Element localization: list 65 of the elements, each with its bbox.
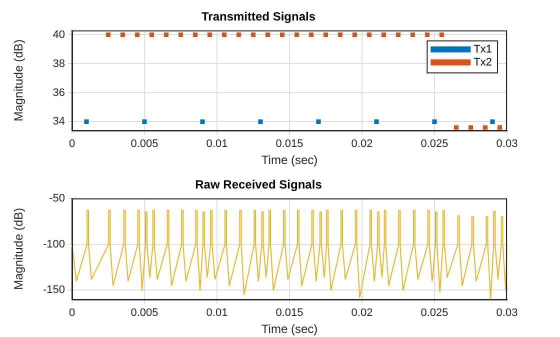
point [323,32,328,38]
y-axis-title: Magnitude (dB) [12,208,26,290]
x-tick-label: 0.005 [130,138,158,150]
point [308,32,314,38]
point [258,119,263,124]
x-tick-label: 0.02 [351,307,373,320]
point [410,32,416,38]
y-tick-label: -150 [42,284,65,296]
point [381,32,386,38]
point [178,32,184,38]
y-tick-label: 38 [52,58,65,70]
y-tick-label: 36 [52,86,65,99]
y-tick-label: 40 [52,28,65,41]
point [497,125,502,130]
y-tick-label: -50 [49,192,65,204]
point [468,125,474,130]
point [120,32,126,38]
point [432,119,437,124]
legend-label: Tx1 [474,43,492,56]
point [236,32,242,38]
point [222,32,227,38]
x-axis-title: Time (sec) [261,153,318,168]
point [142,119,147,124]
point [294,32,300,38]
point [106,32,111,38]
point [374,119,379,124]
chart-title: Raw Received Signals [195,178,322,192]
point [352,32,358,38]
point [149,32,154,38]
point [134,32,140,38]
x-tick-label: 0.01 [206,138,228,150]
point [338,32,343,38]
chart-title: Transmitted Signals [201,10,316,24]
point [316,119,321,124]
point [280,32,285,38]
point [482,125,488,130]
point [250,32,256,38]
point [439,32,444,38]
x-tick-label: 0.02 [351,138,373,150]
point [84,119,89,124]
point [265,32,270,38]
point [207,32,212,38]
x-tick-label: 0.025 [420,138,448,150]
point [454,125,459,130]
x-tick-label: 0.03 [496,307,518,320]
x-tick-label: 0.015 [276,138,304,150]
y-tick-label: 34 [52,116,65,128]
x-tick-label: 0.03 [496,138,518,150]
legend-label: Tx2 [474,56,492,68]
x-tick-label: 0.01 [206,307,228,320]
x-tick-label: 0 [68,307,76,320]
point [200,119,205,124]
x-tick-label: 0 [68,138,76,150]
point [192,32,198,38]
x-axis-title: Time (sec) [261,322,318,336]
x-tick-label: 0.025 [420,307,448,320]
x-tick-label: 0.005 [130,307,158,320]
point [164,32,169,38]
point [396,32,401,38]
point [424,32,430,38]
point [490,119,495,124]
point [366,32,372,38]
y-axis-title: Magnitude (dB) [12,39,26,122]
x-tick-label: 0.015 [276,307,304,320]
y-tick-label: -100 [42,238,65,250]
